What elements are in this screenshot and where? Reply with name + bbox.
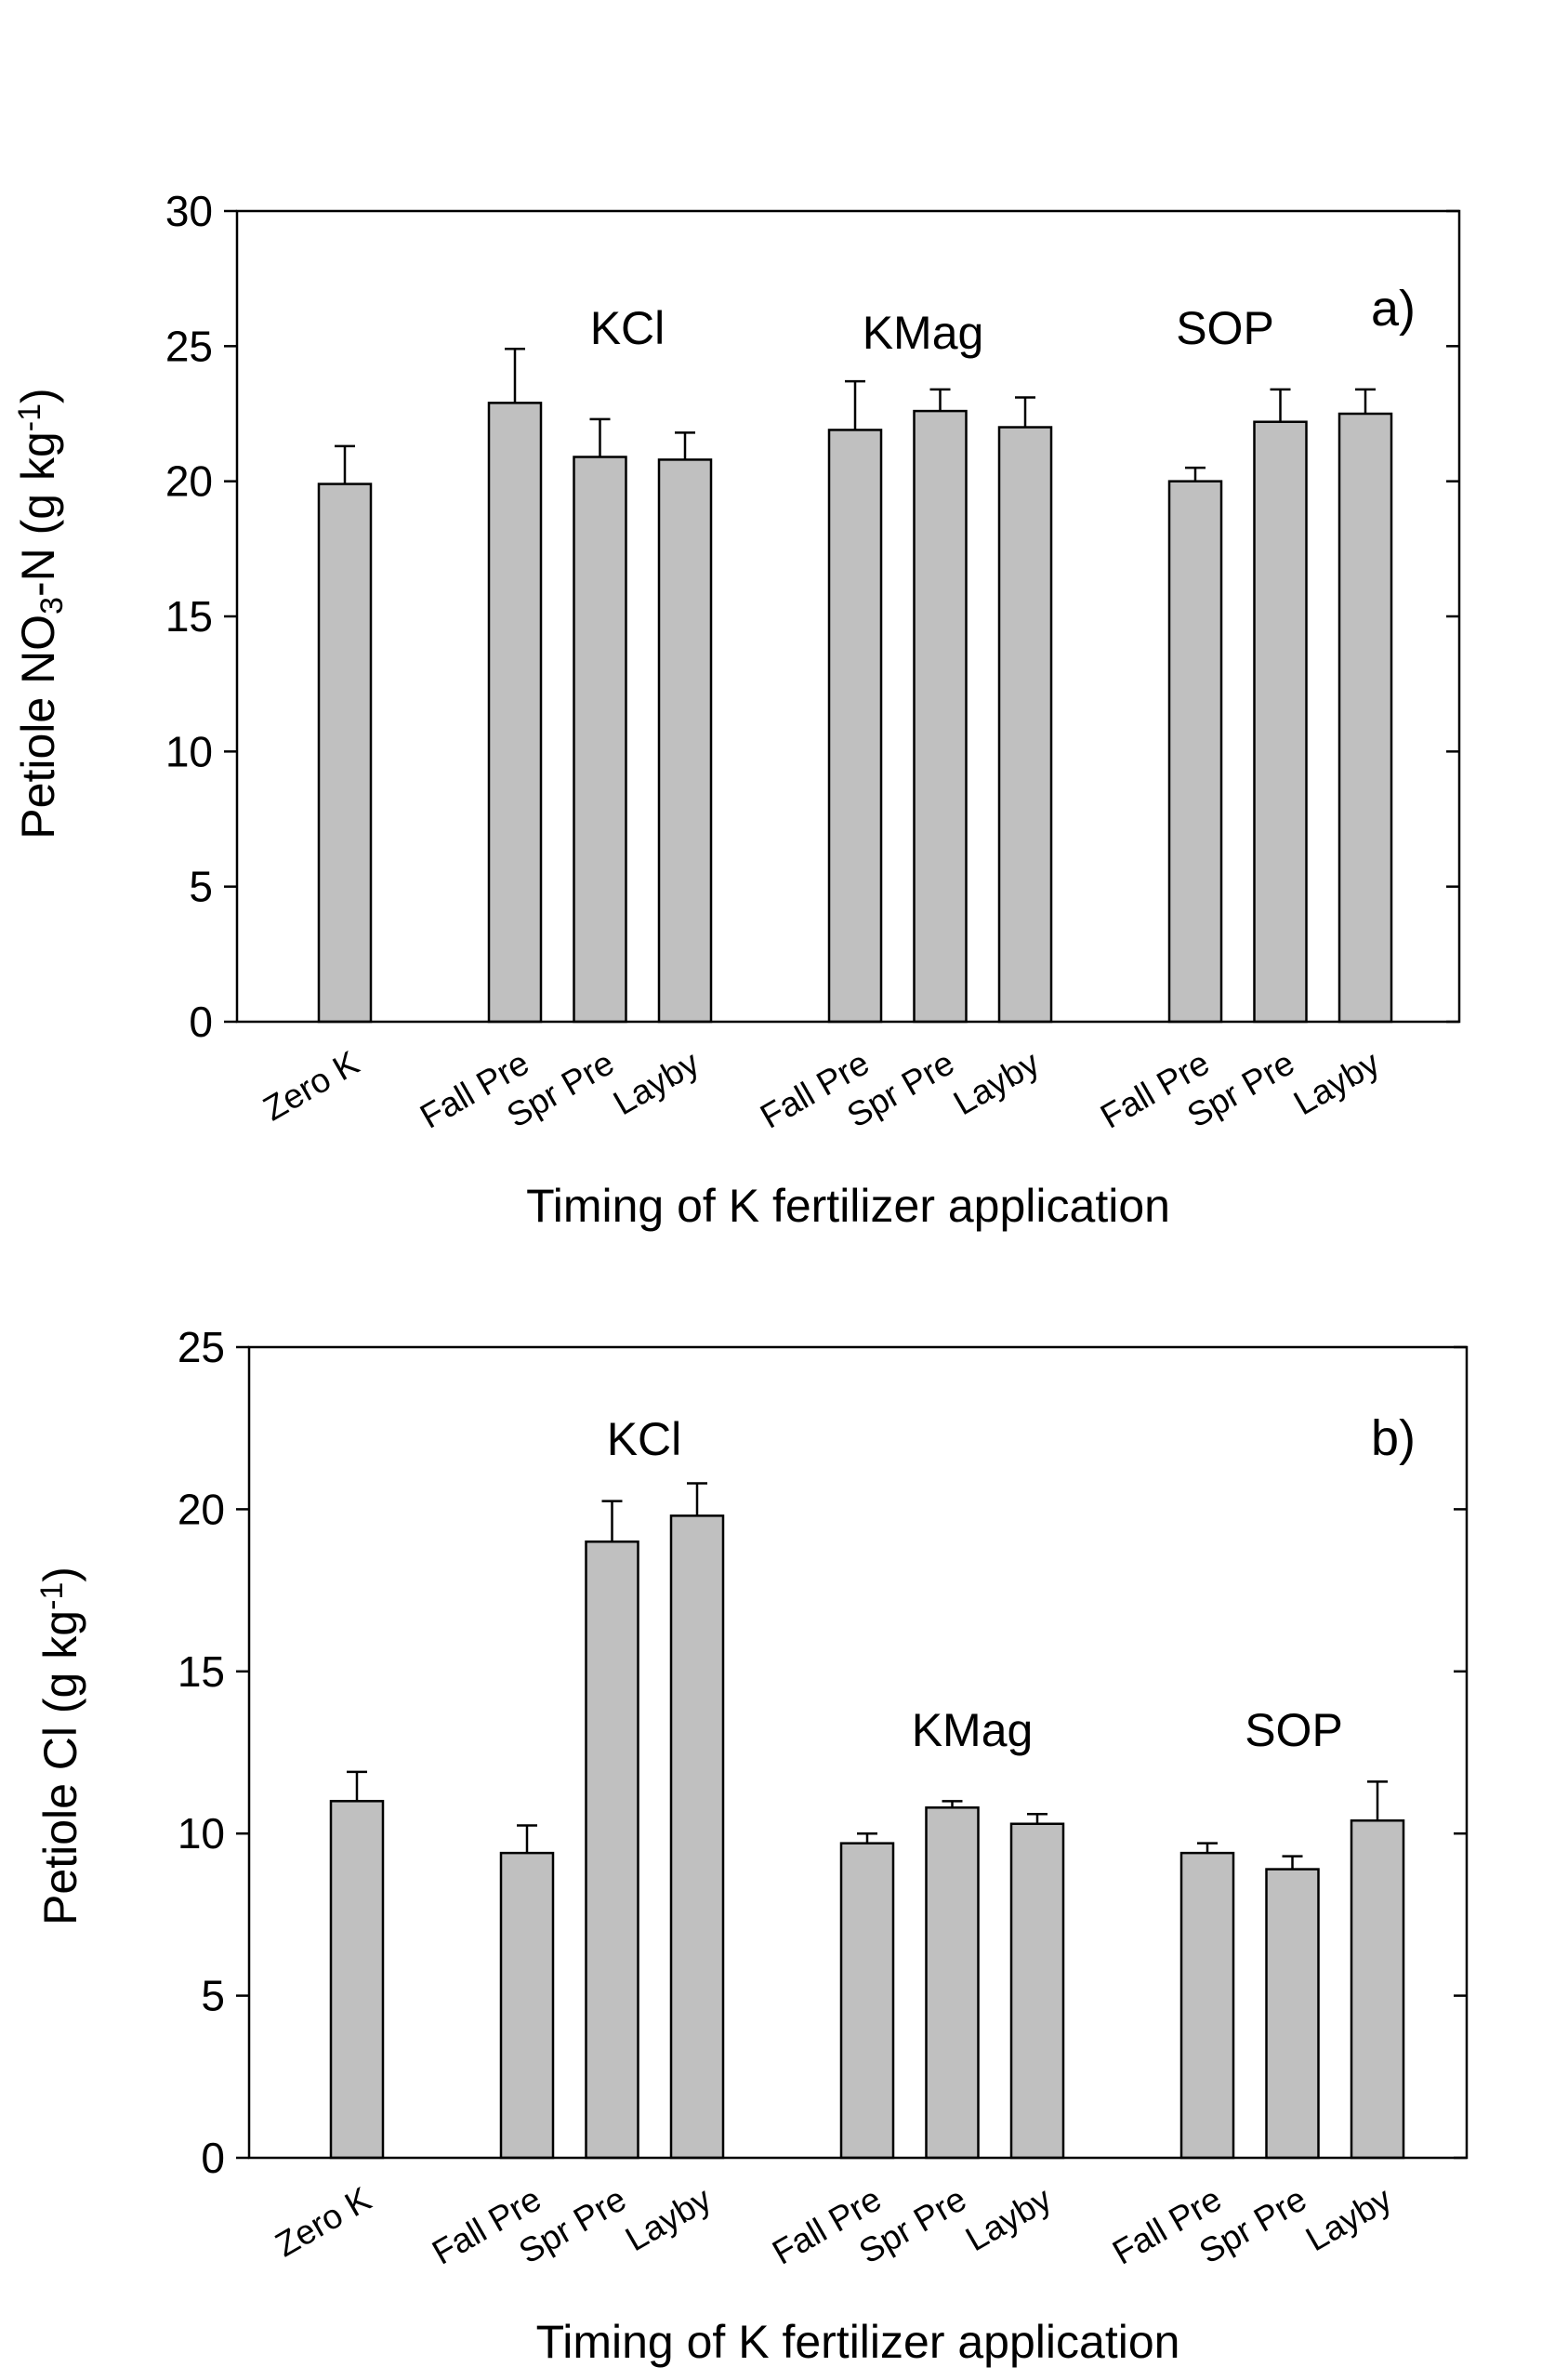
y-axis-title-part: -1 <box>12 403 47 431</box>
y-axis-title-part: Petiole NO <box>12 615 64 840</box>
bar <box>839 1842 895 2160</box>
y-tick-label: 20 <box>178 1485 225 1533</box>
y-tick-label: 0 <box>201 2134 225 2182</box>
x-tick-label: Layby <box>947 1043 1046 1122</box>
bar <box>487 402 543 1024</box>
y-axis-title-part: ) <box>34 1567 86 1582</box>
y-axis-title-part: Petiole Cl (g kg <box>34 1610 86 1925</box>
bar <box>573 456 627 1024</box>
bar <box>1179 1851 1235 2160</box>
bar <box>913 409 968 1024</box>
bar <box>997 426 1053 1024</box>
y-tick-label: 25 <box>165 322 213 370</box>
panel-label: b) <box>1371 1410 1416 1466</box>
bar <box>669 1514 725 2160</box>
group-label: SOP <box>1176 302 1274 354</box>
y-tick-label: 15 <box>165 592 213 641</box>
bar <box>1009 1822 1065 2160</box>
x-tick-label: Layby <box>619 2179 718 2258</box>
plot-frame <box>247 1345 1469 2160</box>
x-tick-label: Layby <box>607 1043 705 1122</box>
y-tick-label: 5 <box>201 1972 225 2020</box>
bar <box>317 483 373 1024</box>
bar <box>329 1800 385 2160</box>
y-axis-title-part: 3 <box>34 597 70 615</box>
bar <box>1265 1868 1320 2160</box>
y-tick-label: 0 <box>189 998 213 1046</box>
x-tick-label: Layby <box>1299 2179 1398 2258</box>
bar <box>585 1540 639 2160</box>
y-axis-title: Petiole Cl (g kg-1) <box>34 1567 86 1925</box>
bar <box>499 1851 555 2160</box>
bar <box>1167 480 1223 1024</box>
group-label: KCl <box>607 1413 682 1465</box>
bar <box>1350 1818 1405 2160</box>
group-label: KCl <box>590 302 665 354</box>
y-tick-label: 10 <box>178 1809 225 1858</box>
bar <box>925 1806 980 2160</box>
y-axis-title-part: ) <box>12 388 64 403</box>
y-tick-label: 30 <box>165 187 213 235</box>
y-axis-title-part: -1 <box>34 1582 70 1610</box>
y-tick-label: 15 <box>178 1647 225 1696</box>
x-tick-label: Layby <box>959 2179 1058 2258</box>
x-tick-label: Zero K <box>269 2179 377 2264</box>
bar <box>1253 420 1308 1024</box>
group-label: KMag <box>912 1704 1034 1756</box>
x-tick-label: Layby <box>1287 1043 1386 1122</box>
bar <box>827 429 883 1024</box>
x-axis-title: Timing of K fertilizer application <box>526 1180 1170 1232</box>
x-axis-title: Timing of K fertilizer application <box>536 2316 1180 2368</box>
y-tick-label: 20 <box>165 457 213 506</box>
x-tick-label: Zero K <box>257 1043 365 1128</box>
group-label: KMag <box>863 307 984 359</box>
y-tick-label: 10 <box>165 727 213 775</box>
y-axis-title: Petiole NO3-N (g kg-1) <box>12 388 70 839</box>
y-tick-label: 5 <box>189 863 213 911</box>
bar <box>1337 412 1393 1024</box>
bar <box>657 458 713 1024</box>
group-label: SOP <box>1245 1704 1343 1756</box>
y-axis-title-part: -N (g kg <box>12 431 64 597</box>
y-tick-label: 25 <box>178 1323 225 1371</box>
panel-label: a) <box>1371 281 1416 337</box>
